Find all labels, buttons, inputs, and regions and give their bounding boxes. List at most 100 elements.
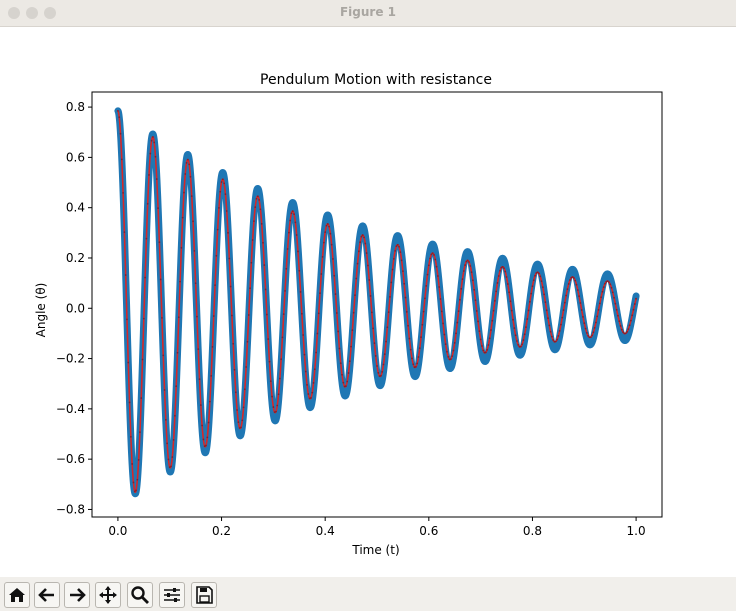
- series-analytic-point: [468, 261, 470, 263]
- series-analytic-point: [202, 438, 205, 441]
- series-analytic-point: [315, 351, 318, 354]
- series-analytic-point: [210, 375, 213, 377]
- series-analytic-point: [398, 245, 400, 248]
- series-analytic-point: [307, 393, 310, 395]
- series-analytic-point: [211, 345, 214, 348]
- series-analytic-point: [407, 324, 409, 327]
- close-window-button[interactable]: [8, 7, 20, 19]
- series-analytic-point: [288, 231, 290, 234]
- series-analytic-point: [545, 309, 548, 312]
- series-analytic-point: [493, 299, 496, 302]
- series-analytic-point: [218, 206, 220, 209]
- series-analytic-point: [531, 285, 534, 288]
- y-tick-label: 0.6: [66, 150, 85, 164]
- series-analytic-point: [151, 136, 154, 138]
- series-analytic-point: [519, 345, 522, 348]
- series-analytic-point: [320, 273, 323, 275]
- series-analytic-point: [540, 280, 543, 282]
- series-analytic-point: [295, 234, 298, 236]
- home-button[interactable]: [4, 582, 30, 608]
- series-analytic-point: [183, 191, 185, 194]
- series-analytic-point: [176, 351, 179, 354]
- series-analytic-point: [547, 317, 549, 320]
- series-analytic-point: [290, 212, 293, 215]
- series-analytic-point: [212, 315, 215, 317]
- series-analytic-point: [460, 287, 463, 290]
- configure-subplots-button[interactable]: [159, 582, 185, 608]
- series-analytic-point: [347, 372, 350, 374]
- forward-button[interactable]: [64, 582, 90, 608]
- series-analytic-point: [233, 368, 236, 371]
- series-analytic-point: [300, 312, 303, 315]
- series-analytic-line: [117, 110, 637, 493]
- series-analytic-point: [179, 280, 181, 283]
- series-analytic-point: [497, 275, 500, 277]
- series-analytic-point: [346, 380, 349, 383]
- series-analytic-point: [619, 325, 622, 327]
- series-analytic-point: [601, 290, 604, 293]
- series-analytic-point: [372, 327, 375, 330]
- series-analytic-point: [623, 332, 626, 335]
- series-analytic-point: [481, 345, 483, 347]
- pan-button[interactable]: [95, 582, 121, 608]
- series-analytic-point: [236, 409, 238, 411]
- series-analytic-point: [223, 182, 226, 185]
- plot-frame: [91, 91, 663, 518]
- series-analytic-point: [232, 342, 235, 345]
- back-button[interactable]: [34, 582, 60, 608]
- series-analytic-point: [532, 279, 535, 282]
- series-analytic-point: [499, 269, 501, 272]
- series-analytic-point: [595, 321, 597, 324]
- series-analytic-point: [275, 410, 277, 413]
- series-analytic-point: [486, 348, 489, 351]
- series-analytic-point: [630, 319, 632, 322]
- series-analytic-point: [379, 374, 382, 377]
- series-analytic-point: [584, 327, 587, 330]
- save-button[interactable]: [191, 582, 217, 608]
- series-analytic-point: [284, 289, 286, 292]
- minimize-window-button[interactable]: [26, 7, 38, 19]
- series-analytic-point: [589, 336, 592, 339]
- series-analytic-point: [192, 220, 194, 223]
- series-analytic-point: [505, 276, 508, 278]
- series-analytic-point: [548, 324, 551, 327]
- series-analytic-point: [565, 294, 568, 297]
- series-analytic-point: [174, 414, 176, 417]
- series-analytic-point: [267, 338, 270, 340]
- series-analytic-point: [587, 334, 590, 337]
- series-analytic-point: [598, 302, 601, 305]
- series-analytic-point: [224, 193, 227, 196]
- series-analytic-point: [620, 328, 623, 331]
- series-analytic-point: [513, 327, 516, 329]
- series-analytic-point: [416, 362, 419, 365]
- series-analytic-point: [627, 328, 630, 331]
- series-analytic-point: [615, 308, 618, 311]
- series-analytic-point: [365, 252, 368, 254]
- series-analytic-point: [461, 278, 464, 280]
- series-analytic-point: [452, 349, 455, 352]
- series-analytic-point: [276, 404, 279, 407]
- series-analytic-point: [374, 355, 377, 357]
- series-analytic-point: [164, 418, 167, 421]
- series-analytic-point: [157, 207, 159, 209]
- series-analytic-point: [503, 267, 505, 269]
- zoom-window-button[interactable]: [44, 7, 56, 19]
- series-analytic-point: [341, 373, 343, 376]
- series-analytic-point: [522, 339, 525, 342]
- series-analytic-point: [606, 280, 609, 283]
- series-analytic-point: [289, 219, 292, 222]
- series-analytic-point: [591, 334, 593, 337]
- series-analytic-point: [395, 245, 398, 248]
- series-analytic-point: [596, 315, 599, 318]
- series-analytic-point: [422, 310, 425, 313]
- series-analytic-point: [442, 322, 444, 325]
- series-analytic-point: [126, 318, 128, 321]
- series-analytic-point: [246, 340, 249, 343]
- series-analytic-point: [478, 330, 481, 332]
- y-tick-label: −0.2: [56, 352, 85, 366]
- series-analytic-point: [402, 270, 404, 273]
- series-analytic-point: [394, 250, 397, 252]
- series-analytic-point: [381, 370, 384, 373]
- zoom-button[interactable]: [127, 582, 153, 608]
- series-analytic-point: [124, 274, 127, 276]
